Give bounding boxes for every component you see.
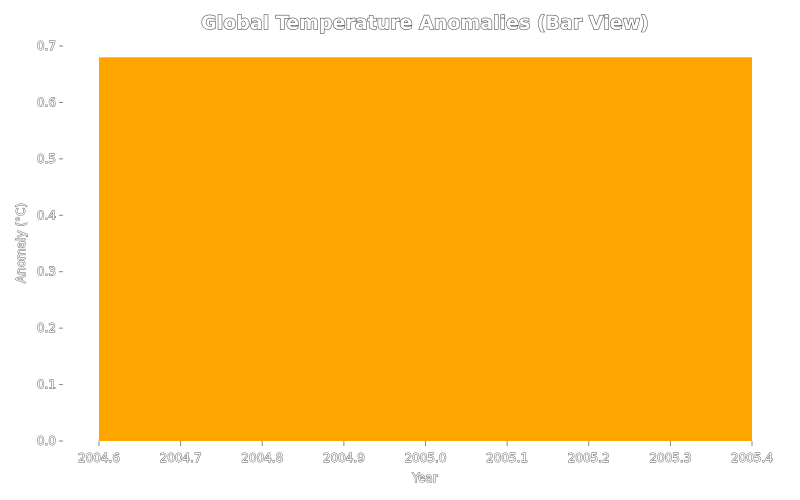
x-axis: 2004.6 2004.7 2004.8 2004.9 2005.0 2005.1 2005… bbox=[78, 441, 773, 465]
y-tick-label: 0.6 bbox=[37, 95, 56, 109]
y-axis-label: Anomaly (°C) bbox=[14, 203, 28, 283]
y-tick-label: 0.5 bbox=[37, 152, 56, 166]
x-tick-label: 2004.8 bbox=[241, 451, 283, 465]
x-tick-label: 2004.9 bbox=[323, 451, 365, 465]
y-tick-label: 0.7 bbox=[37, 39, 56, 53]
y-tick-label: 0.0 bbox=[37, 434, 56, 448]
x-tick-label: 2004.7 bbox=[160, 451, 202, 465]
x-axis-label: Year bbox=[411, 471, 437, 485]
x-tick-label: 2005.0 bbox=[405, 451, 447, 465]
chart-title: Global Temperature Anomalies (Bar View) bbox=[201, 12, 649, 34]
x-tick-label: 2004.6 bbox=[78, 451, 120, 465]
bar-0 bbox=[99, 57, 752, 442]
x-tick-label: 2005.2 bbox=[568, 451, 610, 465]
y-tick-label: 0.2 bbox=[37, 321, 56, 335]
x-tick-label: 2005.4 bbox=[731, 451, 773, 465]
bars-group bbox=[99, 57, 752, 442]
x-tick-label: 2005.1 bbox=[486, 451, 528, 465]
y-tick-label: 0.1 bbox=[37, 378, 56, 392]
x-tick-label: 2005.3 bbox=[649, 451, 691, 465]
y-axis: 0.0 0.1 0.2 0.3 0.4 0.5 0.6 0.7 bbox=[36, 39, 63, 448]
y-tick-label: 0.3 bbox=[37, 265, 56, 279]
y-tick-label: 0.4 bbox=[37, 208, 56, 222]
